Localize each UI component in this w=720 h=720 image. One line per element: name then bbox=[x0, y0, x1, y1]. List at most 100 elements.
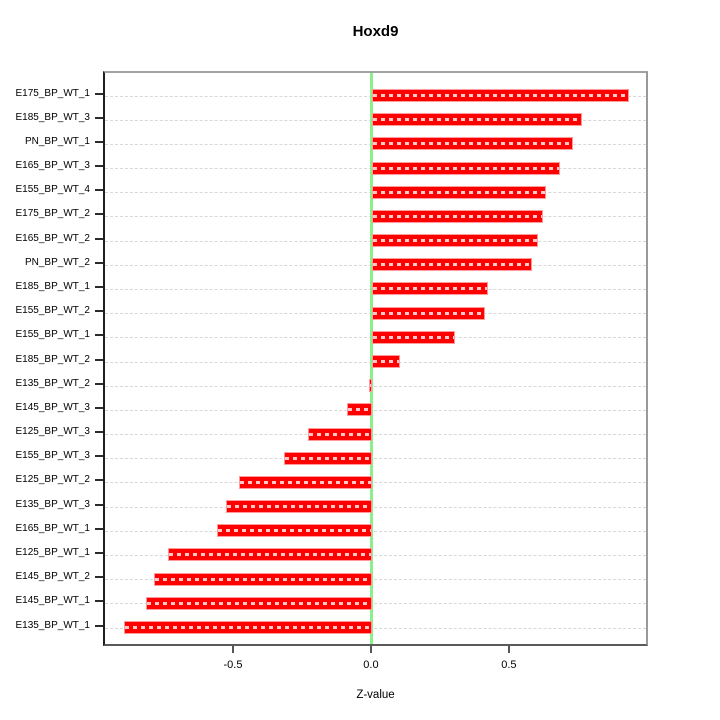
y-tick-label: E155_BP_WT_2 bbox=[15, 305, 91, 317]
bar-dash-texture bbox=[226, 505, 371, 509]
bar-E165_BP_WT_3 bbox=[371, 161, 560, 175]
bar-E145_BP_WT_1 bbox=[145, 596, 372, 610]
bar-E165_BP_WT_2 bbox=[371, 234, 538, 248]
bar-dash-texture bbox=[372, 94, 628, 97]
bar-E175_BP_WT_1 bbox=[371, 89, 629, 102]
x-tick-label: 0.0 bbox=[363, 659, 379, 671]
bar-dash-texture bbox=[372, 166, 559, 170]
gridline bbox=[105, 554, 646, 556]
y-tick-mark bbox=[95, 551, 103, 554]
x-axis-title: Z-value bbox=[356, 689, 395, 701]
y-tick-label: E185_BP_WT_3 bbox=[15, 111, 91, 123]
y-tick-label: E145_BP_WT_2 bbox=[15, 571, 91, 583]
gridline bbox=[105, 530, 646, 532]
bar-E135_BP_WT_3 bbox=[225, 500, 372, 514]
bar-E125_BP_WT_3 bbox=[308, 427, 372, 441]
bar-dash-texture bbox=[372, 239, 537, 243]
y-tick-mark bbox=[95, 503, 103, 506]
bar-dash-texture bbox=[146, 601, 371, 605]
y-tick-mark bbox=[95, 455, 103, 458]
y-tick-mark bbox=[95, 213, 103, 216]
y-tick-mark bbox=[95, 261, 103, 264]
bar-E135_BP_WT_2 bbox=[369, 379, 372, 393]
y-tick-label: E165_BP_WT_1 bbox=[15, 522, 91, 534]
y-tick-label: E185_BP_WT_2 bbox=[15, 353, 91, 365]
bar-E175_BP_WT_2 bbox=[371, 209, 544, 223]
y-tick-label: E135_BP_WT_3 bbox=[15, 498, 91, 510]
bar-dash-texture bbox=[168, 553, 371, 557]
y-tick-label: E125_BP_WT_3 bbox=[15, 426, 91, 438]
gridline bbox=[105, 627, 646, 629]
y-tick-label: E145_BP_WT_3 bbox=[15, 401, 91, 413]
y-tick-label: E125_BP_WT_2 bbox=[15, 474, 91, 486]
y-tick-label: E155_BP_WT_3 bbox=[15, 450, 91, 462]
bar-dash-texture bbox=[372, 142, 573, 146]
y-tick-mark bbox=[95, 237, 103, 240]
bar-dash-texture bbox=[372, 360, 399, 363]
bar-E155_BP_WT_4 bbox=[371, 185, 546, 199]
gridline bbox=[105, 385, 646, 387]
y-tick-label: E165_BP_WT_2 bbox=[15, 232, 91, 244]
gridline bbox=[105, 506, 646, 508]
bar-dash-texture bbox=[372, 287, 487, 291]
bar-E185_BP_WT_3 bbox=[371, 113, 582, 127]
x-tick-label: -0.5 bbox=[223, 659, 243, 671]
bar-dash-texture bbox=[372, 214, 543, 218]
y-tick-label: E155_BP_WT_1 bbox=[15, 329, 91, 341]
y-tick-mark bbox=[95, 310, 103, 313]
bar-E135_BP_WT_1 bbox=[123, 621, 372, 634]
bar-dash-texture bbox=[124, 626, 371, 629]
y-tick-mark bbox=[95, 382, 103, 385]
bar-dash-texture bbox=[370, 384, 371, 388]
bar-E185_BP_WT_2 bbox=[371, 355, 400, 368]
gridline bbox=[105, 482, 646, 484]
y-tick-label: E175_BP_WT_2 bbox=[15, 208, 91, 220]
y-tick-mark bbox=[95, 406, 103, 409]
y-tick-mark bbox=[95, 576, 103, 579]
bar-dash-texture bbox=[372, 190, 545, 194]
gridline bbox=[105, 579, 646, 581]
bar-E155_BP_WT_1 bbox=[371, 330, 455, 344]
bar-E145_BP_WT_3 bbox=[347, 403, 372, 417]
bar-PN_BP_WT_1 bbox=[371, 137, 574, 151]
y-tick-mark bbox=[95, 600, 103, 603]
bar-dash-texture bbox=[284, 456, 371, 460]
y-tick-mark bbox=[95, 189, 103, 192]
y-tick-label: E175_BP_WT_1 bbox=[15, 87, 91, 99]
gridline bbox=[105, 434, 646, 436]
bar-E155_BP_WT_3 bbox=[283, 451, 372, 465]
y-tick-label: E185_BP_WT_1 bbox=[15, 280, 91, 292]
x-tick-label: 0.5 bbox=[501, 659, 517, 671]
bar-dash-texture bbox=[372, 118, 581, 122]
y-tick-label: E125_BP_WT_1 bbox=[15, 546, 91, 558]
bar-dash-texture bbox=[372, 263, 531, 267]
bar-E125_BP_WT_1 bbox=[167, 548, 372, 562]
y-tick-mark bbox=[95, 527, 103, 530]
y-tick-label: PN_BP_WT_2 bbox=[24, 256, 90, 268]
gridline bbox=[105, 458, 646, 460]
bar-dash-texture bbox=[348, 408, 371, 412]
y-tick-label: E135_BP_WT_2 bbox=[15, 377, 91, 389]
y-tick-mark bbox=[95, 116, 103, 119]
y-tick-mark bbox=[95, 334, 103, 337]
bar-dash-texture bbox=[240, 480, 371, 484]
y-tick-mark bbox=[95, 140, 103, 143]
y-tick-label: E155_BP_WT_4 bbox=[15, 184, 91, 196]
y-tick-mark bbox=[95, 285, 103, 288]
bar-E165_BP_WT_1 bbox=[217, 524, 372, 538]
y-tick-label: E165_BP_WT_3 bbox=[15, 160, 91, 172]
x-tick-mark bbox=[507, 646, 510, 653]
y-tick-label: PN_BP_WT_1 bbox=[24, 135, 90, 147]
y-tick-mark bbox=[95, 431, 103, 434]
y-tick-mark bbox=[95, 92, 103, 95]
bar-E155_BP_WT_2 bbox=[371, 306, 486, 320]
gridline bbox=[105, 603, 646, 605]
bar-dash-texture bbox=[309, 432, 371, 436]
y-tick-mark bbox=[95, 624, 103, 627]
y-tick-label: E145_BP_WT_1 bbox=[15, 595, 91, 607]
bar-E185_BP_WT_1 bbox=[371, 282, 488, 296]
x-tick-mark bbox=[369, 646, 372, 653]
y-tick-mark bbox=[95, 479, 103, 482]
gridline bbox=[105, 409, 646, 411]
